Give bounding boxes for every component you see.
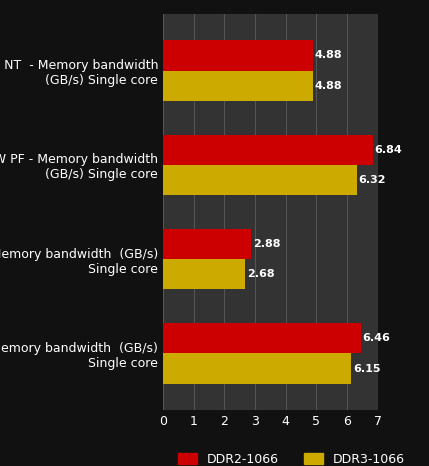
Text: 4.88: 4.88	[314, 50, 342, 61]
Text: 2.88: 2.88	[253, 239, 280, 249]
Text: 6.15: 6.15	[353, 363, 381, 374]
Bar	[163, 323, 361, 354]
Bar	[163, 135, 373, 165]
Text: 6.84: 6.84	[374, 145, 402, 155]
Bar	[163, 165, 356, 195]
Bar	[163, 354, 351, 384]
Text: 2.68: 2.68	[247, 269, 274, 279]
Legend: DDR2-1066, DDR3-1066: DDR2-1066, DDR3-1066	[173, 448, 410, 466]
Bar	[163, 41, 313, 70]
Bar	[163, 229, 251, 259]
Bar	[163, 70, 313, 101]
Text: 6.46: 6.46	[363, 333, 390, 343]
Text: 4.88: 4.88	[314, 81, 342, 91]
Text: 6.32: 6.32	[358, 175, 386, 185]
Bar	[163, 259, 245, 289]
